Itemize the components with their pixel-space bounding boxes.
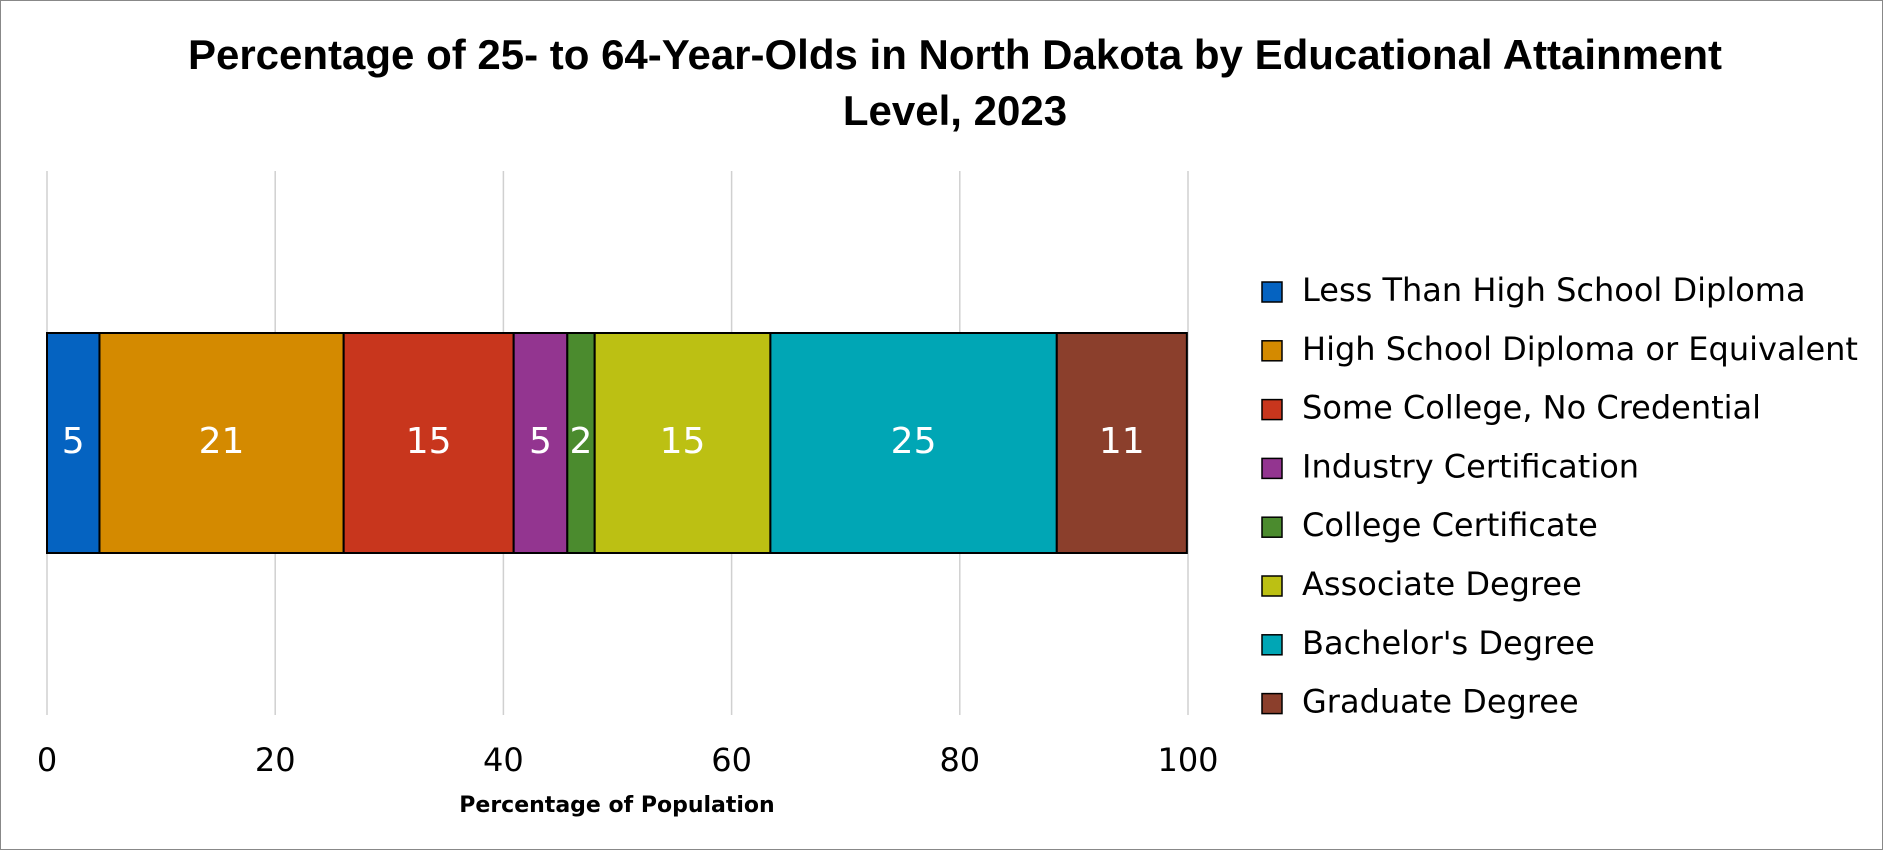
x-tick-label: 40 [483, 741, 524, 779]
legend-swatch [1261, 340, 1283, 362]
legend-label: Graduate Degree [1302, 683, 1579, 721]
bar-segment [1055, 332, 1188, 554]
bar-segment [593, 332, 772, 554]
legend-swatch [1261, 281, 1283, 303]
legend-label: High School Diploma or Equivalent [1302, 330, 1858, 368]
legend-swatch [1261, 634, 1283, 656]
legend-swatch [1261, 457, 1283, 480]
data-label: 25 [891, 421, 937, 462]
x-tick-label: 20 [255, 741, 296, 779]
legend-label: Associate Degree [1302, 565, 1582, 603]
legend-label: College Certificate [1302, 506, 1598, 544]
bar-segment [98, 332, 345, 554]
legend-swatch [1261, 398, 1283, 421]
bar-segment [512, 332, 569, 554]
x-tick-label: 100 [1157, 741, 1218, 779]
legend-swatch [1261, 692, 1283, 715]
bar-segment [769, 332, 1058, 554]
legend-label: Less Than High School Diploma [1302, 271, 1806, 309]
bar-segment [46, 332, 101, 554]
legend-swatch [1261, 516, 1283, 538]
data-label: 15 [406, 421, 452, 462]
data-label: 2 [570, 421, 593, 462]
bar-segment [342, 332, 515, 554]
legend-swatch [1261, 575, 1283, 597]
data-label: 15 [660, 421, 706, 462]
legend-label: Bachelor's Degree [1302, 624, 1595, 662]
x-tick-label: 80 [939, 741, 980, 779]
data-label: 21 [199, 421, 245, 462]
legend-label: Industry Certification [1302, 447, 1639, 485]
x-tick-label: 0 [37, 741, 57, 779]
legend-label: Some College, No Credential [1302, 389, 1761, 427]
data-label: 5 [529, 421, 552, 462]
x-tick-label: 60 [711, 741, 752, 779]
x-axis-label: Percentage of Population [459, 793, 774, 818]
data-label: 5 [62, 421, 85, 462]
bar-segment [566, 332, 596, 554]
chart-title: Percentage of 25- to 64-Year-Olds in Nor… [187, 31, 1723, 134]
data-label: 11 [1099, 421, 1145, 462]
